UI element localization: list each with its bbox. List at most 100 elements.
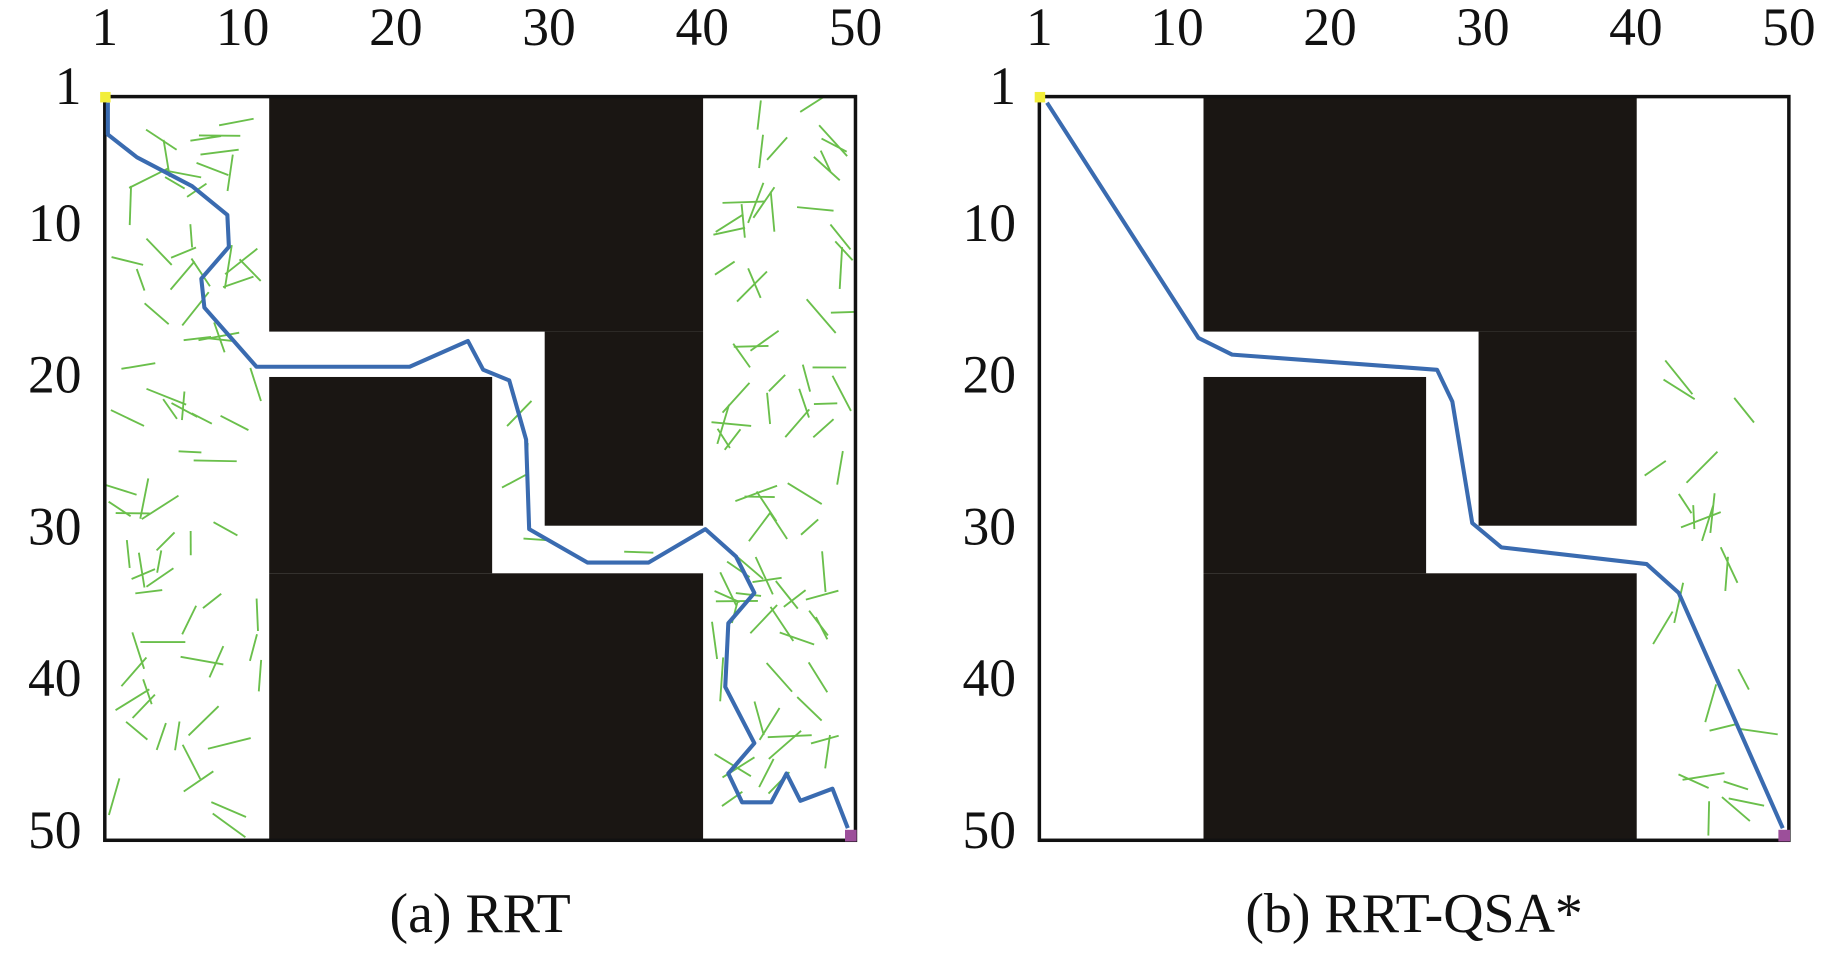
tree-edge xyxy=(183,770,214,793)
tree-edge xyxy=(1704,684,1718,723)
tree-edge xyxy=(1652,611,1674,645)
tree-edge xyxy=(1680,511,1722,529)
y-tick-label: 20 xyxy=(963,345,1017,405)
tree-edge xyxy=(501,474,527,489)
y-tick-label: 30 xyxy=(963,496,1017,556)
tree-edge xyxy=(131,568,156,580)
start-marker xyxy=(100,91,111,103)
tree-edge xyxy=(169,260,196,291)
tree-edge xyxy=(1737,727,1778,736)
tree-edge xyxy=(766,136,788,161)
tree-edge xyxy=(798,388,810,418)
tree-edge xyxy=(146,387,187,406)
map-frame xyxy=(103,94,858,843)
tree-edge xyxy=(711,621,719,660)
tree-edge xyxy=(155,722,167,751)
tree-edge xyxy=(813,156,841,182)
tree-edge xyxy=(191,412,213,425)
tree-edge xyxy=(178,450,202,454)
tree-edge xyxy=(238,258,262,282)
tree-edge xyxy=(1664,359,1694,395)
tree-edge xyxy=(135,268,146,291)
tree-edge xyxy=(220,414,249,431)
caption: (b) RRT-QSA* xyxy=(1245,883,1583,945)
y-tick-label: 50 xyxy=(963,800,1017,860)
tree-edge xyxy=(754,556,774,595)
tree-edge xyxy=(198,331,240,342)
tree-edge xyxy=(181,744,202,780)
tree-edge xyxy=(139,478,150,519)
tree-edge xyxy=(141,494,179,520)
tree-edge xyxy=(1724,556,1729,591)
y-tick-label: 40 xyxy=(28,648,82,708)
tree-edge xyxy=(711,421,752,427)
x-tick-label: 30 xyxy=(522,0,576,57)
tree-edge xyxy=(834,240,854,261)
tree-edge xyxy=(224,247,258,275)
y-tick-label: 40 xyxy=(963,648,1017,708)
tree-edge xyxy=(193,459,237,463)
y-tick-label: 1 xyxy=(55,56,82,116)
path-line xyxy=(1045,101,1785,829)
tree-edge xyxy=(120,656,148,687)
tree-edge xyxy=(110,409,145,427)
tree-edge xyxy=(1692,505,1696,530)
tree-edge xyxy=(1728,797,1765,807)
tree-edge xyxy=(180,655,224,666)
tree-edge xyxy=(210,801,247,818)
tree-edge xyxy=(756,100,762,130)
obstacle xyxy=(269,573,704,841)
tree-edge xyxy=(830,311,855,314)
tree-edge xyxy=(111,256,144,266)
tree-edge xyxy=(765,662,793,693)
tree-edge xyxy=(769,191,776,232)
obstacle xyxy=(544,331,704,526)
tree-edge xyxy=(783,589,807,608)
tree-edge xyxy=(190,258,211,287)
tree-edge xyxy=(1673,582,1685,624)
tree-edge xyxy=(249,633,258,662)
y-tick-label: 30 xyxy=(28,496,82,556)
tree-edge xyxy=(831,375,852,412)
tree-edge xyxy=(1733,397,1755,424)
tree-edge xyxy=(719,571,738,606)
y-tick-label: 20 xyxy=(28,345,82,405)
tree-edge xyxy=(135,589,163,595)
tree-edge xyxy=(143,302,170,325)
tree-edge xyxy=(1682,772,1725,781)
tree-edge xyxy=(202,593,222,609)
tree-edge xyxy=(758,134,764,169)
tree-edge xyxy=(813,402,838,405)
tree-edge xyxy=(787,482,823,505)
x-tick-label: 40 xyxy=(676,0,730,57)
tree-edge xyxy=(190,135,222,142)
caption: (a) RRT xyxy=(390,883,571,945)
obstacle xyxy=(269,376,493,574)
tree-edge xyxy=(104,483,137,496)
y-tick-label: 10 xyxy=(28,193,82,253)
tree-edge xyxy=(145,567,174,588)
tree-edge xyxy=(155,531,176,552)
tree-edge xyxy=(749,604,778,634)
tree-edge xyxy=(1685,451,1719,484)
tree-edge xyxy=(207,737,251,750)
path-line xyxy=(105,102,850,829)
tree-edge xyxy=(200,148,239,156)
tree-edge xyxy=(181,391,186,421)
tree-edge xyxy=(713,226,746,236)
tree-edge xyxy=(714,753,752,777)
tree-edge xyxy=(142,679,153,705)
tree-edge xyxy=(108,500,132,518)
tree-edge xyxy=(108,778,121,816)
tree-edge xyxy=(838,246,844,289)
tree-edge xyxy=(767,734,812,739)
tree-edge xyxy=(222,275,254,288)
tree-edge xyxy=(249,367,262,402)
tree-edge xyxy=(174,721,181,751)
tree-edge xyxy=(170,246,197,259)
obstacle xyxy=(1203,376,1427,574)
tree-edge xyxy=(1678,493,1693,514)
tree-edge xyxy=(755,491,778,522)
tree-edge xyxy=(164,176,186,190)
tree-edge xyxy=(1701,505,1715,542)
